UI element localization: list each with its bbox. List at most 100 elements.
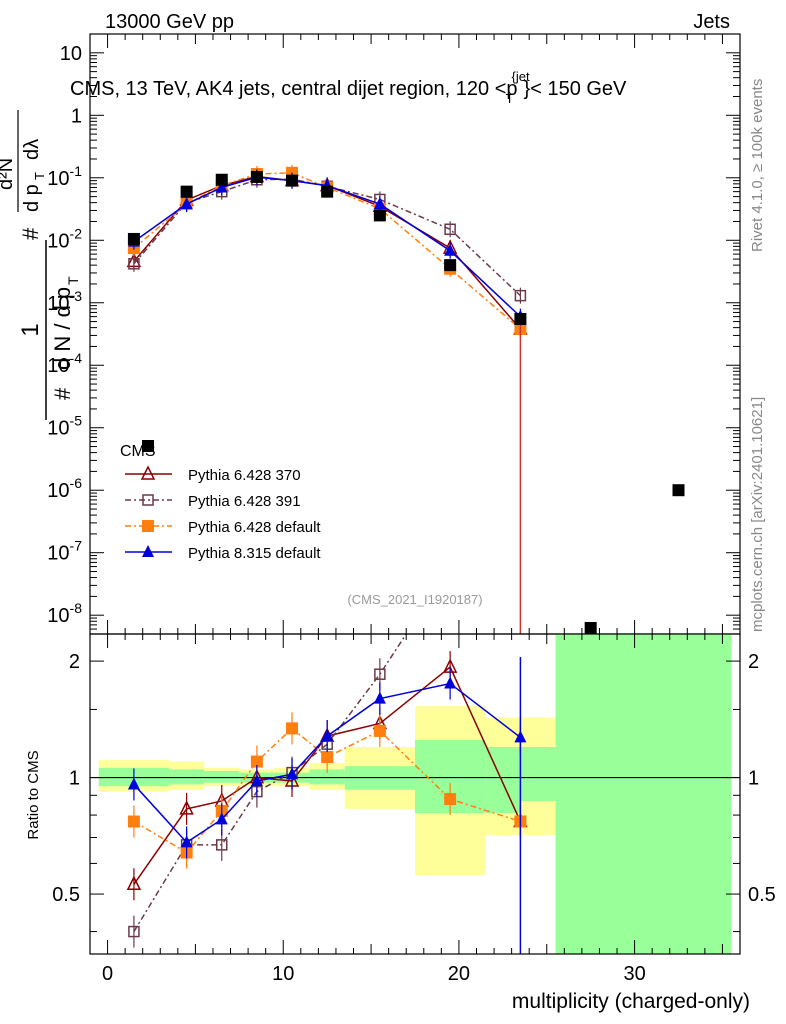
ratio-axes: 0.5 0.51 12 20 10 20 30 — [52, 634, 776, 985]
svg-text:#: # — [18, 227, 43, 240]
reference-point — [514, 312, 527, 325]
uncertainty-band-green — [204, 770, 240, 783]
reference-point — [321, 185, 334, 198]
series-point — [444, 243, 457, 256]
ratio-point — [179, 800, 194, 815]
series-point — [128, 258, 140, 270]
ratio-point — [126, 875, 142, 891]
ratio-point — [321, 751, 334, 764]
reference-point — [672, 484, 685, 497]
main-tick-label: 10-6 — [47, 475, 82, 502]
x-tick-label: 30 — [623, 963, 645, 985]
analysis-id: (CMS_2021_I1920187) — [347, 592, 482, 607]
main-tick-label: 10-3 — [47, 288, 82, 315]
legend-marker — [142, 494, 154, 506]
uncertainty-band-green — [520, 746, 556, 801]
ratio-tick-label-right: 1 — [748, 768, 759, 790]
chart-title: CMS, 13 TeV, AK4 jets, central dijet reg… — [70, 69, 627, 106]
main-tick-label: 10-8 — [47, 600, 82, 627]
reference-point — [127, 232, 140, 245]
reference-point — [250, 170, 263, 183]
main-tick-label: 1 — [71, 105, 82, 127]
x-tick-label: 0 — [102, 963, 113, 985]
ratio-point — [215, 812, 228, 825]
ratio-tick-label-right: 0.5 — [748, 884, 776, 906]
legend-marker — [140, 465, 156, 480]
ratio-point — [127, 815, 140, 828]
xlabel: multiplicity (charged-only) — [512, 990, 750, 1013]
svg-text:d²N: d²N — [0, 158, 17, 190]
ratio-point — [250, 773, 263, 786]
header-left: 13000 GeV pp — [105, 11, 234, 33]
mcplots-label: mcplots.cern.ch [arXiv:2401.10621] — [749, 397, 766, 632]
ratio-point — [128, 925, 140, 938]
svg-text:dλ: dλ — [21, 139, 43, 160]
svg-text:T: T — [32, 172, 47, 180]
reference-point — [584, 622, 597, 634]
ratio-point — [286, 767, 299, 780]
legend-label: Pythia 6.428 391 — [188, 493, 301, 510]
main-frame — [89, 33, 741, 635]
ylabel-main: 1 # d N / d p T # d²N d p T dλ — [0, 110, 81, 420]
rivet-label: Rivet 4.1.0, ≥ 100k events — [749, 79, 766, 252]
ratio-tick-label: 2 — [69, 651, 80, 673]
header-right: Jets — [693, 11, 730, 33]
reference-point — [286, 174, 299, 187]
ratio-point — [180, 835, 193, 848]
legend-marker — [142, 545, 154, 557]
reference-point — [180, 185, 193, 198]
reference-point — [373, 209, 386, 222]
svg-text:d N / d p: d N / d p — [50, 287, 75, 370]
legend-marker — [142, 520, 154, 532]
uncertainty-band-green — [555, 634, 732, 954]
ratio-point — [127, 777, 140, 790]
ratio-tick-label: 1 — [69, 768, 80, 790]
ratio-point — [250, 755, 263, 768]
svg-text:T: T — [65, 276, 81, 285]
ratio-frame — [89, 633, 741, 955]
svg-text:d p: d p — [21, 184, 43, 212]
ratio-point — [373, 724, 386, 737]
ratio-tick-label-right: 2 — [748, 651, 759, 673]
reference-point — [444, 259, 457, 272]
ratio-point — [321, 729, 334, 742]
ratio-point — [374, 668, 386, 680]
series-point — [514, 289, 527, 302]
uncertainty-band-green — [309, 769, 345, 785]
legend-label: Pythia 6.428 default — [188, 519, 321, 536]
legend-label: Pythia 6.428 370 — [188, 467, 301, 484]
legend: Pythia 6.428 370 Pythia 6.428 391 Pythia 6… — [125, 440, 321, 562]
ratio-point — [444, 793, 457, 806]
main-tick-label: 10-7 — [47, 538, 82, 565]
ratio-point — [216, 839, 228, 851]
x-tick-label: 10 — [272, 963, 294, 985]
main-axes: 10-8 10-7 10-6 10-5 10-4 10-3 10-2 10-1 1 10 — [47, 33, 740, 635]
ratio-plot-area — [90, 634, 740, 954]
main-tick-label: 10-1 — [47, 163, 82, 190]
ratio-series-layer — [126, 634, 528, 954]
legend-reference-marker — [142, 440, 154, 452]
main-tick-label: 10 — [60, 43, 82, 65]
x-tick-label: 20 — [448, 963, 470, 985]
ratio-clipped-group — [126, 634, 528, 954]
series-point — [215, 180, 228, 193]
series-point — [444, 223, 456, 236]
series-point — [373, 197, 386, 210]
legend-label: Pythia 8.315 default — [188, 545, 321, 562]
reference-point — [215, 173, 228, 186]
ratio-point — [373, 691, 386, 704]
svg-text:1: 1 — [17, 323, 44, 336]
main-tick-label: 10-4 — [47, 350, 82, 377]
series-point — [180, 197, 193, 210]
ratio-tick-label: 0.5 — [52, 884, 80, 906]
main-tick-label: 10-2 — [47, 225, 82, 252]
series-line — [133, 172, 521, 330]
main-series-layer — [126, 164, 685, 634]
uncertainty-band-green — [169, 769, 205, 785]
ratio-point — [286, 722, 299, 735]
main-tick-label: 10-5 — [47, 413, 82, 440]
svg-text:#: # — [50, 387, 75, 400]
ratio-point — [444, 676, 457, 689]
ylabel-ratio: Ratio to CMS — [25, 750, 42, 839]
